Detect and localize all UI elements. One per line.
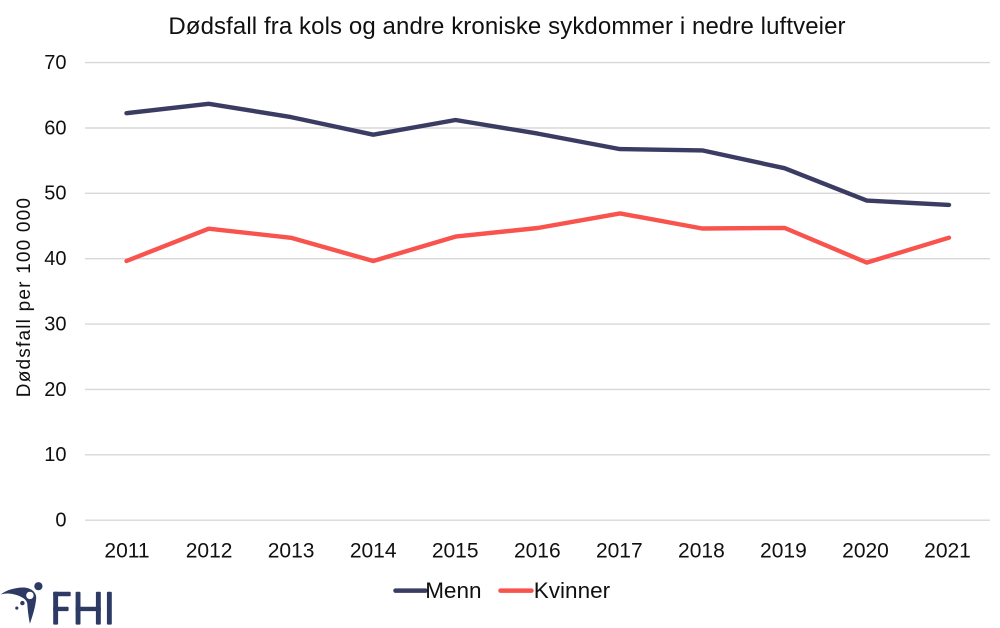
svg-text:Dødsfall fra kols og andre kro: Dødsfall fra kols og andre kroniske sykd… [168, 13, 845, 40]
svg-text:2018: 2018 [678, 540, 725, 563]
svg-text:2019: 2019 [760, 540, 807, 563]
svg-text:50: 50 [44, 183, 66, 205]
svg-text:2016: 2016 [514, 540, 561, 563]
svg-text:0: 0 [55, 510, 66, 532]
svg-text:20: 20 [44, 379, 66, 401]
svg-text:Menn: Menn [425, 578, 481, 603]
svg-text:Dødsfall per 100 000: Dødsfall per 100 000 [14, 197, 35, 397]
svg-text:2013: 2013 [268, 540, 315, 563]
svg-text:30: 30 [44, 314, 66, 336]
svg-text:2021: 2021 [924, 540, 971, 563]
svg-text:2011: 2011 [104, 540, 149, 563]
svg-text:2015: 2015 [432, 540, 479, 563]
svg-text:60: 60 [44, 117, 66, 139]
svg-text:2014: 2014 [350, 540, 397, 563]
svg-text:70: 70 [44, 52, 66, 74]
svg-text:2017: 2017 [596, 540, 643, 563]
svg-text:40: 40 [44, 248, 66, 270]
svg-text:10: 10 [44, 444, 66, 466]
svg-text:2012: 2012 [186, 540, 233, 563]
svg-text:Kvinner: Kvinner [534, 578, 611, 603]
svg-text:2020: 2020 [842, 540, 889, 563]
